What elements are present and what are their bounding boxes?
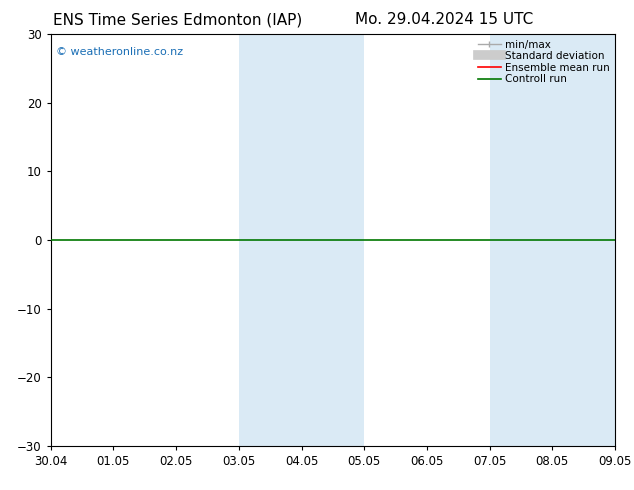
Bar — [552, 34, 615, 446]
Bar — [489, 34, 552, 446]
Legend: min/max, Standard deviation, Ensemble mean run, Controll run: min/max, Standard deviation, Ensemble me… — [478, 40, 610, 84]
Text: ENS Time Series Edmonton (IAP): ENS Time Series Edmonton (IAP) — [53, 12, 302, 27]
Bar — [302, 34, 364, 446]
Text: Mo. 29.04.2024 15 UTC: Mo. 29.04.2024 15 UTC — [354, 12, 533, 27]
Bar — [239, 34, 302, 446]
Text: © weatheronline.co.nz: © weatheronline.co.nz — [56, 47, 183, 57]
